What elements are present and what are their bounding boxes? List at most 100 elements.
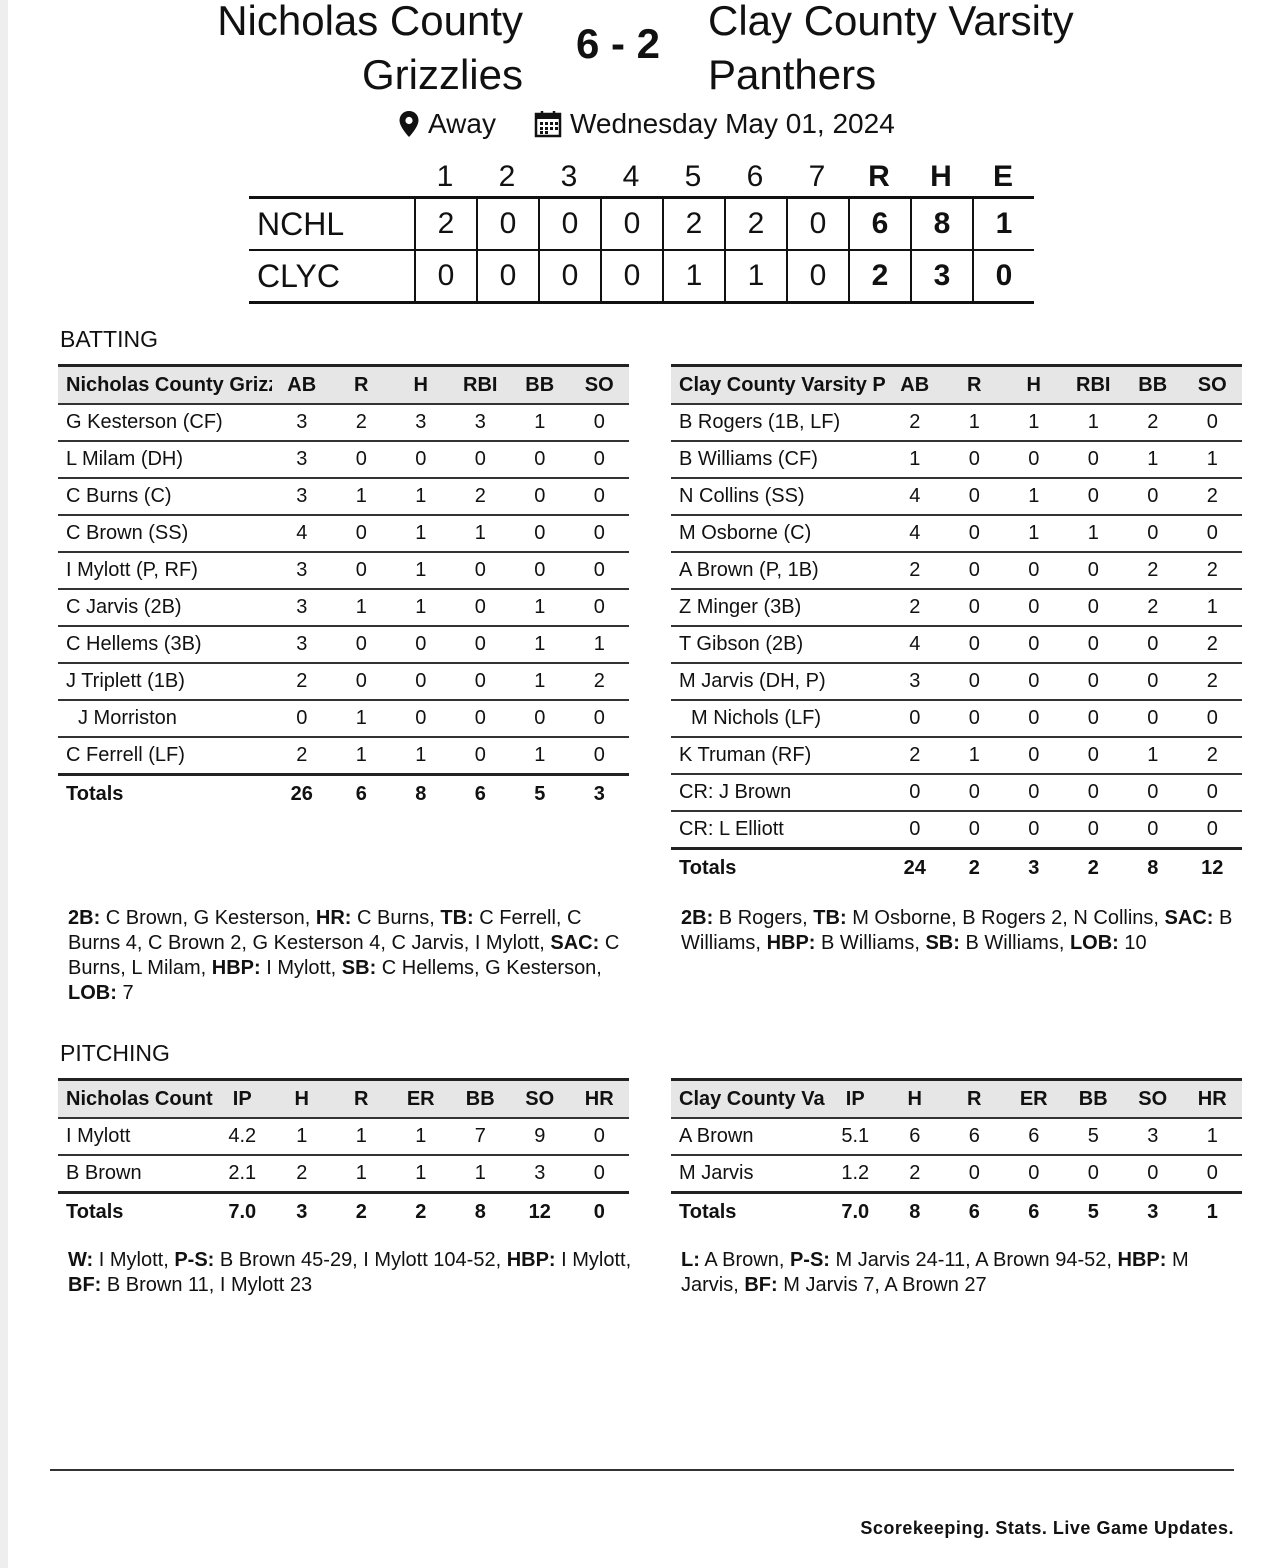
stat: 1: [909, 448, 921, 470]
column-label: R: [354, 373, 369, 396]
note-label: LOB:: [1069, 932, 1119, 954]
stat: 0: [968, 559, 980, 581]
stat: 4: [909, 633, 921, 655]
inning-label: R: [868, 160, 890, 193]
player-name: C Ferrell (LF): [66, 744, 185, 766]
stat: 1: [355, 744, 367, 766]
stat: 2: [355, 411, 367, 433]
total: 7.0: [841, 1200, 870, 1223]
note-text: M Osborne, B Rogers 2, N Collins,: [852, 907, 1159, 929]
column-label: SO: [1138, 1087, 1168, 1110]
stat: 0: [1206, 1162, 1218, 1184]
stat: 0: [1087, 707, 1099, 729]
total: 3: [593, 782, 605, 805]
player-name: M Nichols (LF): [691, 707, 822, 729]
total: 5: [534, 782, 546, 805]
inning-label: 2: [498, 160, 516, 193]
player-name: CR: L Elliott: [679, 818, 784, 840]
stat: 0: [1147, 670, 1159, 692]
total: 7.0: [228, 1200, 257, 1223]
note-label: SB:: [341, 957, 377, 979]
linescore-row: NCHL 2 0 0 0 2 2 0 6 8 1: [249, 199, 1034, 249]
stat: 0: [474, 744, 486, 766]
stat: 2: [909, 596, 921, 618]
player-name: C Brown (SS): [66, 522, 189, 544]
player-row: C Hellems (3B) 3 0 0 0 1 1: [58, 627, 629, 664]
stat: 1: [1087, 522, 1099, 544]
player-row: T Gibson (2B) 4 0 0 0 0 2: [671, 627, 1242, 664]
stat: 0: [1206, 818, 1218, 840]
runs: 2: [662, 199, 724, 249]
stat: 0: [968, 448, 980, 470]
stat: 1: [534, 633, 546, 655]
inning-label: 6: [746, 160, 764, 193]
totals-label: Totals: [66, 782, 124, 805]
location: Away: [428, 108, 496, 139]
player-name: I Mylott (P, RF): [66, 559, 198, 581]
player-name: J Morriston: [78, 707, 177, 729]
column-label: SO: [525, 1087, 555, 1110]
note-text: A Brown,: [704, 1249, 785, 1271]
stat: 1: [1028, 411, 1040, 433]
date: Wednesday May 01, 2024: [569, 108, 895, 139]
stat: 0: [593, 522, 605, 544]
stat: 0: [1087, 818, 1099, 840]
stat: 2.1: [228, 1162, 257, 1184]
stat: 1: [1206, 1125, 1218, 1147]
stat: 5.1: [841, 1125, 870, 1147]
stat: 1: [355, 1125, 367, 1147]
runs: 1: [972, 199, 1034, 249]
player-name: B Williams (CF): [679, 448, 818, 470]
stat: 0: [968, 485, 980, 507]
stat: 1: [593, 633, 605, 655]
stat: 0: [1028, 781, 1040, 803]
stat: 0: [1147, 633, 1159, 655]
note-text: I Mylott,: [266, 957, 337, 979]
total: 5: [1087, 1200, 1099, 1223]
team-name: Clay County Varsity Panthers: [679, 373, 885, 396]
stat: 4: [909, 522, 921, 544]
stat: 2: [593, 670, 605, 692]
stat: 3: [296, 596, 308, 618]
stat: 0: [1087, 448, 1099, 470]
player-name: M Osborne (C): [679, 522, 812, 544]
stat: 4: [909, 485, 921, 507]
note-label: HBP:: [1117, 1249, 1167, 1271]
total: 2: [415, 1200, 427, 1223]
notes: L: A Brown, P-S: M Jarvis 24-11, A Brown…: [681, 1248, 1246, 1298]
player-row: CR: J Brown 0 0 0 0 0 0: [671, 775, 1242, 812]
player-name: A Brown (P, 1B): [679, 559, 819, 581]
stat: 0: [355, 522, 367, 544]
column-label: HR: [1197, 1087, 1227, 1110]
totals-row: Totals 7.0 8 6 6 5 3 1: [671, 1191, 1242, 1230]
column-label: RBI: [1076, 373, 1111, 396]
runs: 0: [600, 199, 662, 249]
note-text: M Jarvis 7, A Brown 27: [783, 1274, 987, 1296]
section-title: BATTING: [60, 326, 158, 352]
note-text: I Mylott,: [561, 1249, 632, 1271]
total: 8: [474, 1200, 486, 1223]
stat: 1: [1087, 411, 1099, 433]
stats-table: Clay County Varsity PanthersIPHRERBBSOHR…: [671, 1078, 1242, 1230]
total: 3: [1028, 856, 1040, 879]
runs: 2: [724, 199, 786, 249]
linescore-header: 1 2 3 4 5 6 7 R H E: [249, 158, 1034, 196]
home-team: Nicholas County Grizzlies: [217, 0, 523, 98]
stat: 0: [1028, 448, 1040, 470]
stat: 1: [1206, 596, 1218, 618]
stat: 1: [415, 596, 427, 618]
player-name: J Triplett (1B): [66, 670, 185, 692]
note-text: 7: [122, 982, 134, 1004]
column-label: IP: [845, 1087, 865, 1110]
inning-label: 7: [808, 160, 826, 193]
note-text: B Williams,: [681, 907, 1233, 954]
team-name: Nicholas County Grizzlies: [66, 1087, 213, 1110]
column-label: H: [294, 1087, 309, 1110]
column-label: HR: [584, 1087, 614, 1110]
player-name: M Jarvis (DH, P): [679, 670, 826, 692]
note-text: M Jarvis 24-11, A Brown 94-52,: [835, 1249, 1112, 1271]
player-row: I Mylott (P, RF) 3 0 1 0 0 0: [58, 553, 629, 590]
stat: 0: [355, 448, 367, 470]
stat: 2: [296, 1162, 308, 1184]
